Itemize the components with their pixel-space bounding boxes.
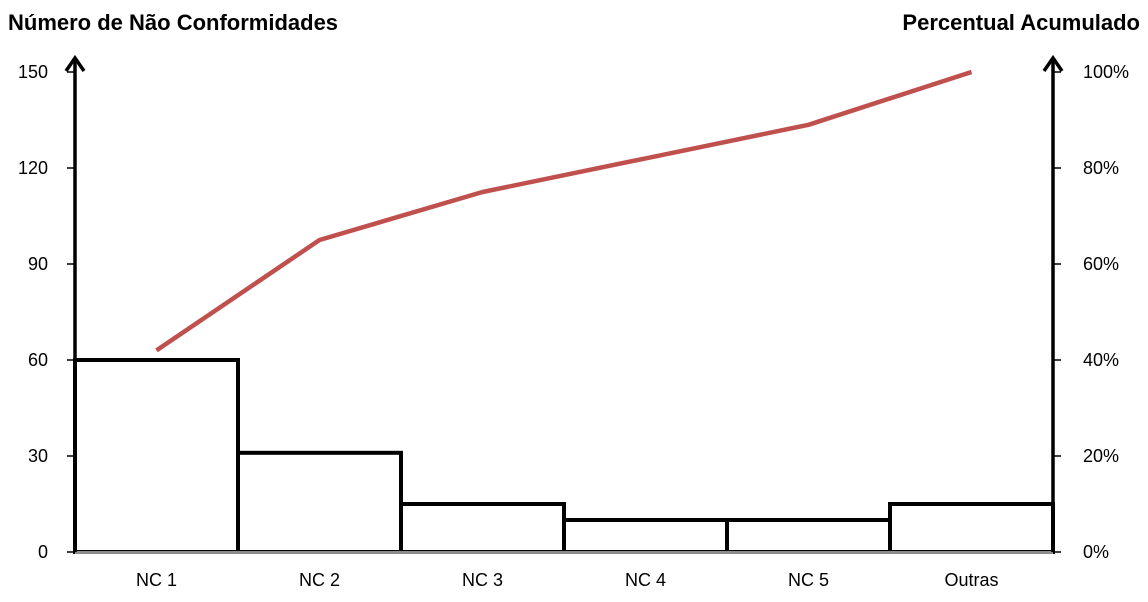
category-label: NC 3 [462, 570, 503, 590]
left-axis-arrow-icon [64, 54, 86, 72]
category-label: NC 4 [625, 570, 666, 590]
left-tick-label: 0 [38, 542, 48, 562]
right-tick-label: 80% [1083, 158, 1119, 178]
bar-0 [73, 358, 240, 554]
bar-4 [725, 518, 892, 554]
cumulative-percent-line [155, 69, 973, 353]
right-axis-title: Percentual Acumulado [902, 10, 1140, 35]
bar-3 [562, 518, 729, 554]
right-axis-arrow-icon [1042, 54, 1064, 72]
category-label: NC 5 [788, 570, 829, 590]
right-tick-label: 0% [1083, 542, 1109, 562]
bar-5 [888, 502, 1055, 554]
left-tick-label: 90 [28, 254, 48, 274]
left-tick-label: 30 [28, 446, 48, 466]
category-label: NC 1 [136, 570, 177, 590]
bar-1 [236, 450, 403, 554]
right-tick-label: 60% [1083, 254, 1119, 274]
right-tick-label: 40% [1083, 350, 1119, 370]
cumulative-line-layer [155, 69, 973, 353]
labels-layer: 0 30 60 90 120 150 0% 20% 40% 60% 80% 100% NC 1 NC 2 N… [18, 62, 1129, 590]
left-tick-label: 120 [18, 158, 48, 178]
left-tick-label: 150 [18, 62, 48, 82]
category-label: NC 2 [299, 570, 340, 590]
left-axis-title: Número de Não Conformidades [8, 10, 338, 35]
category-label: Outras [944, 570, 998, 590]
bar-2 [399, 502, 566, 554]
left-tick-label: 60 [28, 350, 48, 370]
right-tick-label: 100% [1083, 62, 1129, 82]
right-tick-label: 20% [1083, 446, 1119, 466]
bars-layer [73, 358, 1055, 554]
axes-layer [64, 54, 1064, 554]
